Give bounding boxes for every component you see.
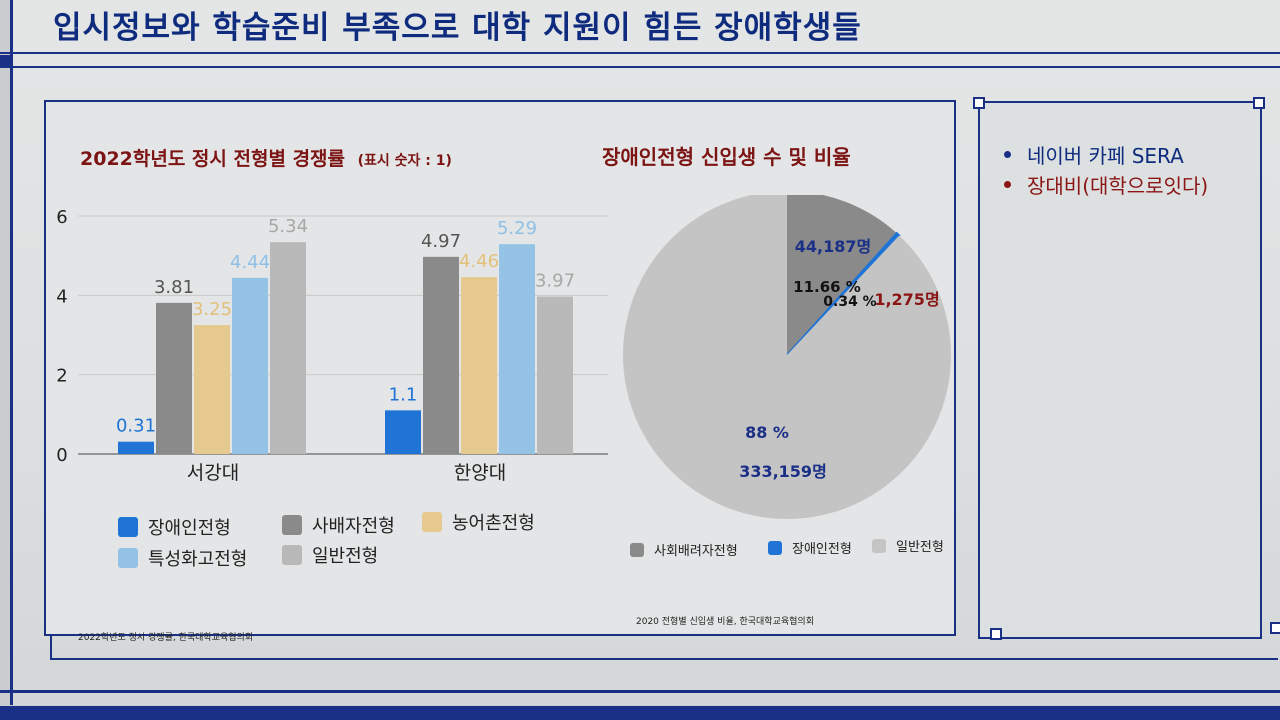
slice-pct-label: 88 % [745,423,789,442]
resize-handle-bl[interactable] [990,628,1002,640]
slice-pct-label: 0.34 % [823,294,876,310]
bar [194,325,230,454]
pie-legend-social: 사회배려자전형 [630,540,738,559]
legend-swatch [768,540,782,555]
data-label: 4.97 [421,231,461,252]
data-label: 3.97 [535,271,575,292]
legend-swatch [282,515,302,535]
legend-label: 장애인전형 [148,518,231,539]
link-label: 장대비(대학으로잇다) [1027,174,1209,198]
bar-chart-subtitle: (표시 숫자 : 1) [357,153,452,169]
bar-chart-source: 2022학년도 정시 경쟁률, 한국대학교육협의회 [78,633,254,643]
legend-label: 장애인전형 [792,542,852,557]
link-naver-cafe[interactable]: 네이버 카페 SERA [1004,140,1184,169]
data-label: 0.31 [116,416,156,437]
panel-frame-left [50,634,52,660]
title-underline-2 [0,66,1280,68]
data-label: 1.1 [389,384,418,405]
bar [118,441,154,454]
bar [156,302,192,454]
slice-count-label: 1,275명 [874,290,939,309]
resize-handle-tr[interactable] [1253,97,1265,109]
pie-legend-disabled: 장애인전형 [768,538,852,557]
pie-slice [623,195,951,519]
slice-count-label: 333,159명 [739,462,827,481]
y-tick-label: 6 [56,207,67,228]
resize-handle-br[interactable] [1270,622,1280,634]
legend-label: 일반전형 [312,546,379,567]
legend-swatch [872,538,886,553]
legend-swatch [118,517,138,537]
x-category-label: 서강대 [187,462,239,484]
y-tick-label: 0 [56,445,67,466]
legend-label: 사배자전형 [312,516,395,537]
legend-rural: 농어촌전형 [422,509,535,535]
legend-swatch [422,512,442,532]
pie-legend-general: 일반전형 [872,536,944,555]
legend-special: 특성화고전형 [118,545,247,571]
pie-slice [786,231,901,356]
bar [385,410,421,454]
data-label: 3.81 [154,277,194,298]
y-tick-label: 4 [56,286,67,307]
legend-swatch [630,542,644,557]
legend-label: 사회배려자전형 [654,544,738,559]
footer-band [0,706,1280,720]
bar-chart: 0 2 4 6 0.31 3.813.25 4.44 5.34 서강대 1.1 4.974.46 5.… [56,207,608,484]
link-jangdaebi[interactable]: 장대비(대학으로잇다) [1004,170,1208,199]
pie-chart: 44,187명 11.66 %0.34 %1,275명 88 % 333,159명 [623,195,951,519]
bar [270,242,306,454]
legend-disabled: 장애인전형 [118,514,231,540]
bar [461,277,497,454]
legend-social: 사배자전형 [282,512,395,538]
legend-general: 일반전형 [282,542,378,568]
bar [232,277,268,454]
title-underline [0,52,1280,54]
bar-chart-title: 2022학년도 정시 전형별 경쟁률 (표시 숫자 : 1) [80,144,452,171]
bar-chart-title-text: 2022학년도 정시 전형별 경쟁률 [80,148,346,170]
left-edge-marker [0,55,10,67]
data-label: 5.34 [268,216,308,237]
bar [423,256,459,454]
bar [537,296,573,454]
bullet-icon [1004,181,1011,188]
y-tick-label: 2 [56,366,67,387]
data-label: 5.29 [497,218,537,239]
data-label: 4.44 [230,252,270,273]
x-category-label: 한양대 [454,462,506,484]
data-label: 3.25 [192,299,232,320]
legend-label: 특성화고전형 [148,549,248,570]
legend-label: 일반전형 [896,540,944,555]
link-label: 네이버 카페 SERA [1027,144,1184,168]
slide-title: 입시정보와 학습준비 부족으로 대학 지원이 힘든 장애학생들 [53,10,862,46]
links-box[interactable] [978,101,1262,639]
bar [499,244,535,454]
pie-slice [787,195,897,355]
data-label: 4.46 [459,251,499,272]
legend-swatch [282,545,302,565]
panel-frame-bottom [50,658,1278,660]
slice-count-label: 44,187명 [795,237,871,256]
legend-label: 농어촌전형 [452,513,535,534]
pie-chart-source: 2020 전형별 신입생 비율, 한국대학교육협의회 [636,617,814,627]
bottom-rule [0,690,1280,693]
bullet-icon [1004,151,1011,158]
legend-swatch [118,548,138,568]
resize-handle-tl[interactable] [973,97,985,109]
slice-pct-label: 11.66 % [793,278,861,296]
pie-chart-title: 장애인전형 신입생 수 및 비율 [602,145,851,169]
